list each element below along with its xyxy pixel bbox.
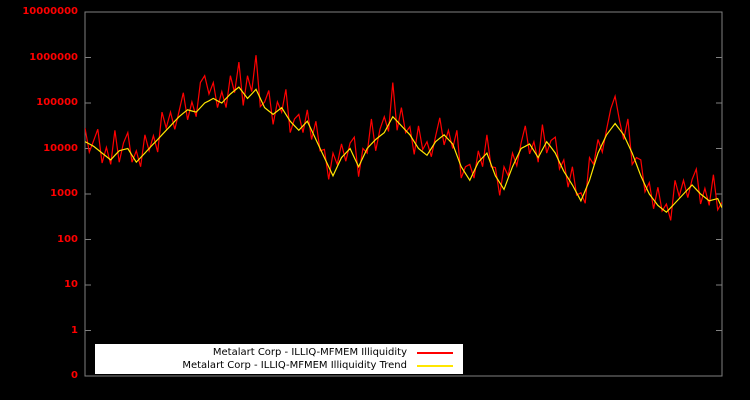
legend: Metalart Corp - ILLIQ-MFMEM Illiquidity … [95, 344, 463, 374]
y-tick-label: 0 [71, 370, 78, 381]
legend-line-sample-trend [417, 364, 453, 367]
y-axis-tick-marks [85, 11, 722, 377]
y-tick-label: 1000 [50, 188, 78, 199]
series-line-illiquidity [85, 55, 722, 221]
series-lines [85, 55, 722, 221]
legend-label-illiquidity: Metalart Corp - ILLIQ-MFMEM Illiquidity [212, 347, 407, 358]
y-tick-label: 10 [64, 279, 78, 290]
y-tick-label: 1 [71, 324, 78, 336]
legend-item-trend: Metalart Corp - ILLIQ-MFMEM Illiquidity … [105, 359, 453, 372]
legend-item-illiquidity: Metalart Corp - ILLIQ-MFMEM Illiquidity [105, 346, 453, 359]
y-tick-label: 1000000 [29, 51, 78, 63]
y-tick-label: 10000 [43, 142, 78, 154]
legend-label-trend: Metalart Corp - ILLIQ-MFMEM Illiquidity … [182, 360, 407, 371]
series-line-trend [85, 86, 722, 214]
y-tick-label: 10000000 [22, 6, 78, 17]
plot-border [84, 11, 723, 377]
y-tick-label: 100000 [36, 97, 78, 108]
y-tick-label: 100 [57, 233, 78, 245]
legend-line-sample-illiquidity [417, 351, 453, 354]
